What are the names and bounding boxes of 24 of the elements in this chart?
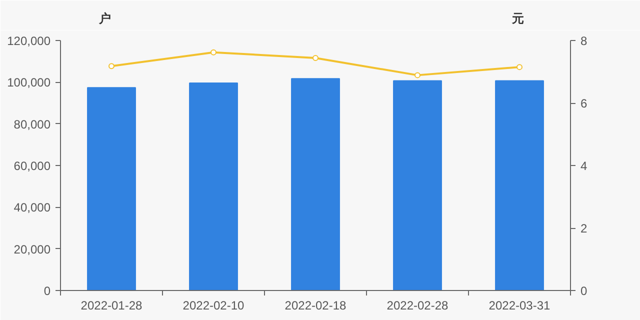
x-tick-label: 2022-03-31 [488,298,551,312]
y-tick-label: 120,000 [7,34,51,48]
x-tick-label: 2022-02-10 [182,298,245,312]
y2-tick-label: 4 [580,159,588,173]
x-tick-label: 2022-02-28 [386,298,449,312]
y-tick-label: 0 [44,284,51,298]
x-tick-label: 2022-01-28 [80,298,143,312]
y-axis-title: 户 [98,12,112,26]
point [312,55,318,61]
y2-tick-label: 6 [580,96,588,110]
point [210,49,216,56]
y2-axis-title: 元 [510,12,524,26]
y-tick-label: 80,000 [14,117,51,132]
y2-tick-label: 2 [580,222,588,236]
point [516,64,522,70]
y2-tick-label: 0 [580,284,588,298]
y-tick-label: 60,000 [14,159,51,173]
y-tick-label: 100,000 [7,76,51,90]
y-tick-label: 40,000 [14,200,51,215]
point [108,63,114,70]
point [414,72,420,78]
y-tick-label: 20,000 [14,242,51,256]
x-tick-label: 2022-02-18 [284,298,347,312]
y2-tick-label: 8 [580,34,588,48]
